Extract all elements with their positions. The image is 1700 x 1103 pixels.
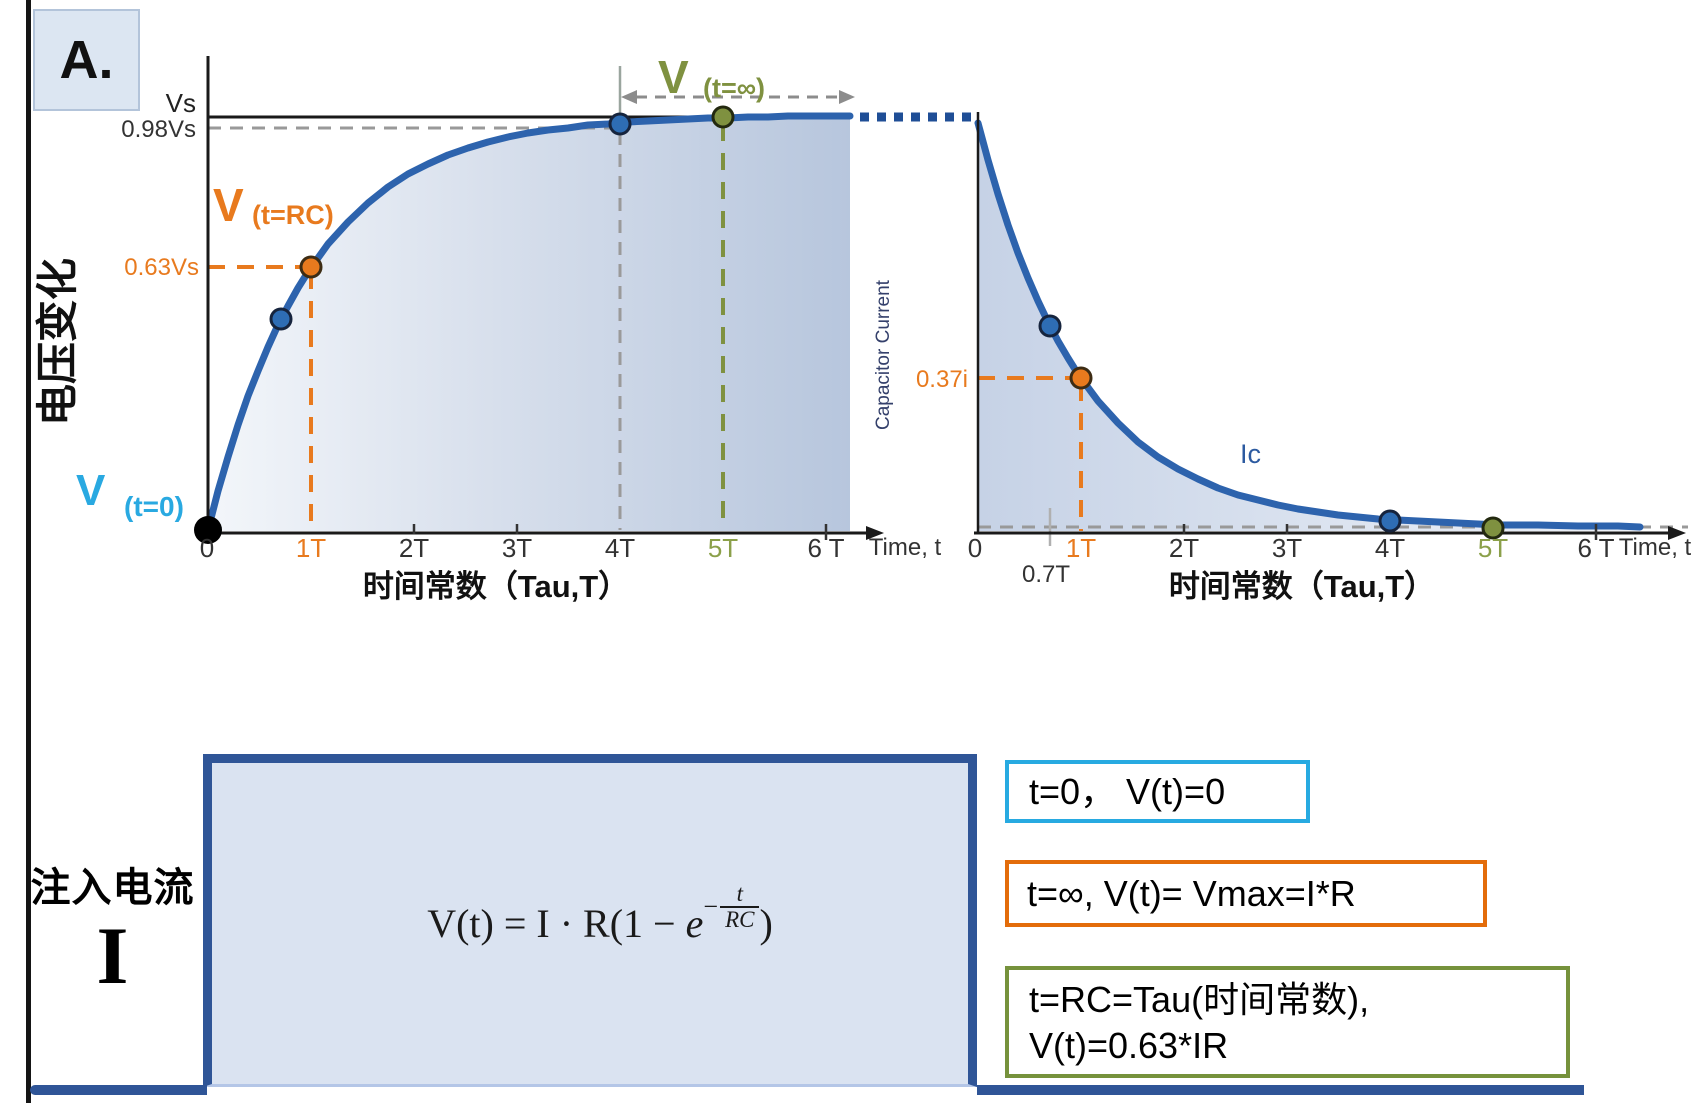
left-tick-label-5t: 5T: [708, 533, 738, 563]
callout-tinf: t=∞, V(t)= Vmax=I*R: [1005, 860, 1487, 927]
left-tick-label-0: 0: [200, 533, 214, 563]
origin-point: [194, 516, 222, 544]
left-tick-label-6t: 6 T: [807, 533, 844, 563]
point-1t: [299, 255, 323, 279]
formula-denominator: RC: [720, 906, 760, 932]
baseline-left-segment: [30, 1085, 207, 1095]
right-tick-label-3t: 3T: [1272, 533, 1302, 563]
v-trc-sub-label: (t=RC): [252, 200, 334, 230]
formula-lhs: V(t) = I · R(1 −: [427, 901, 686, 946]
charging-voltage-chart: Vs 0.98Vs 0.63Vs 电压变化 V (t=0) V (t=RC) V…: [34, 51, 976, 604]
formula-exponent: − t RC: [703, 880, 760, 932]
left-tick-label-2t: 2T: [399, 533, 429, 563]
formula-fraction: t RC: [720, 880, 760, 932]
left-x-axis-arrowhead: [866, 526, 884, 540]
callout-t0-text: t=0， V(t)=0: [1029, 771, 1226, 812]
tick-07t-label: 0.7T: [1022, 561, 1070, 588]
point-5t: [711, 105, 735, 129]
charts-svg: Vs 0.98Vs 0.63Vs 电压变化 V (t=0) V (t=RC) V…: [34, 51, 1692, 604]
point-1t-decay: [1069, 366, 1093, 390]
point-4t-decay: [1378, 509, 1402, 533]
injected-current-label: 注入电流: [30, 866, 195, 910]
right-tick-label-1t: 1T: [1066, 533, 1096, 563]
injected-current-block: 注入电流 I: [15, 855, 210, 997]
vinf-arrowhead-left: [621, 90, 637, 104]
decay-curve: [974, 119, 1644, 531]
v-trc-label: V: [213, 179, 244, 231]
panel-label-badge: A.: [33, 9, 140, 111]
vinf-arrowhead-right: [839, 90, 855, 104]
baseline-right-segment: [977, 1085, 1584, 1095]
current-symbol: I: [96, 910, 129, 1001]
charging-formula: V(t) = I · R(1 − e − t RC): [380, 881, 820, 954]
panel-label: A.: [59, 30, 114, 90]
page-left-border: [26, 0, 31, 1103]
callout-t0: t=0， V(t)=0: [1005, 760, 1310, 823]
callout-trc-line2: V(t)=0.63*IR: [1029, 1025, 1229, 1066]
left-y-axis-title: 电压变化: [34, 258, 81, 426]
left-tick-label-4t: 4T: [605, 533, 635, 563]
right-x-axis-arrowhead: [1668, 526, 1686, 540]
callout-trc: t=RC=Tau(时间常数), V(t)=0.63*IR: [1005, 966, 1570, 1078]
formula-numerator: t: [736, 880, 743, 906]
right-tick-label-0: 0: [968, 533, 982, 563]
callout-tinf-text: t=∞, V(t)= Vmax=I*R: [1027, 873, 1356, 914]
charge-curve-fill: [208, 116, 850, 531]
ic-curve-label: Ic: [1240, 439, 1261, 469]
right-tick-label-2t: 2T: [1169, 533, 1199, 563]
formula-minus: −: [703, 892, 719, 921]
left-x-axis-title: 时间常数（Tau,T）: [363, 569, 629, 604]
capacitor-current-chart: Capacitor Current 0.37i Ic 0 1T 2T 3T 4T…: [873, 112, 1692, 604]
vs-label: Vs: [166, 88, 196, 118]
right-tick-label-6t: 6 T: [1577, 533, 1614, 563]
v-tinf-label: V: [658, 51, 689, 103]
point-4t: [608, 112, 632, 136]
v063-label: 0.63Vs: [124, 254, 199, 281]
formula-rhs: ): [759, 901, 773, 946]
point-mid-rise: [269, 307, 293, 331]
current-step-pulse: [203, 754, 977, 1087]
formula-e: e: [685, 901, 704, 946]
right-time-label: Time, t: [1619, 534, 1692, 561]
v037-label: 0.37i: [916, 366, 968, 393]
right-tick-label-4t: 4T: [1375, 533, 1405, 563]
left-tick-label-3t: 3T: [502, 533, 532, 563]
decay-curve-fill: [978, 123, 1640, 531]
right-y-axis-title: Capacitor Current: [873, 279, 894, 430]
point-5t-decay: [1481, 516, 1505, 540]
v098-label: 0.98Vs: [121, 116, 196, 143]
v-t0-label: V: [76, 466, 106, 515]
right-tick-label-5t: 5T: [1478, 533, 1508, 563]
v-t0-sub-label: (t=0): [124, 491, 184, 522]
v-tinf-sub-label: (t=∞): [703, 73, 765, 103]
point-07t-decay: [1038, 314, 1062, 338]
left-tick-label-1t: 1T: [296, 533, 326, 563]
left-time-label: Time, t: [869, 534, 942, 561]
callout-trc-line1: t=RC=Tau(时间常数),: [1029, 979, 1370, 1020]
right-x-axis-title: 时间常数（Tau,T）: [1169, 569, 1435, 604]
